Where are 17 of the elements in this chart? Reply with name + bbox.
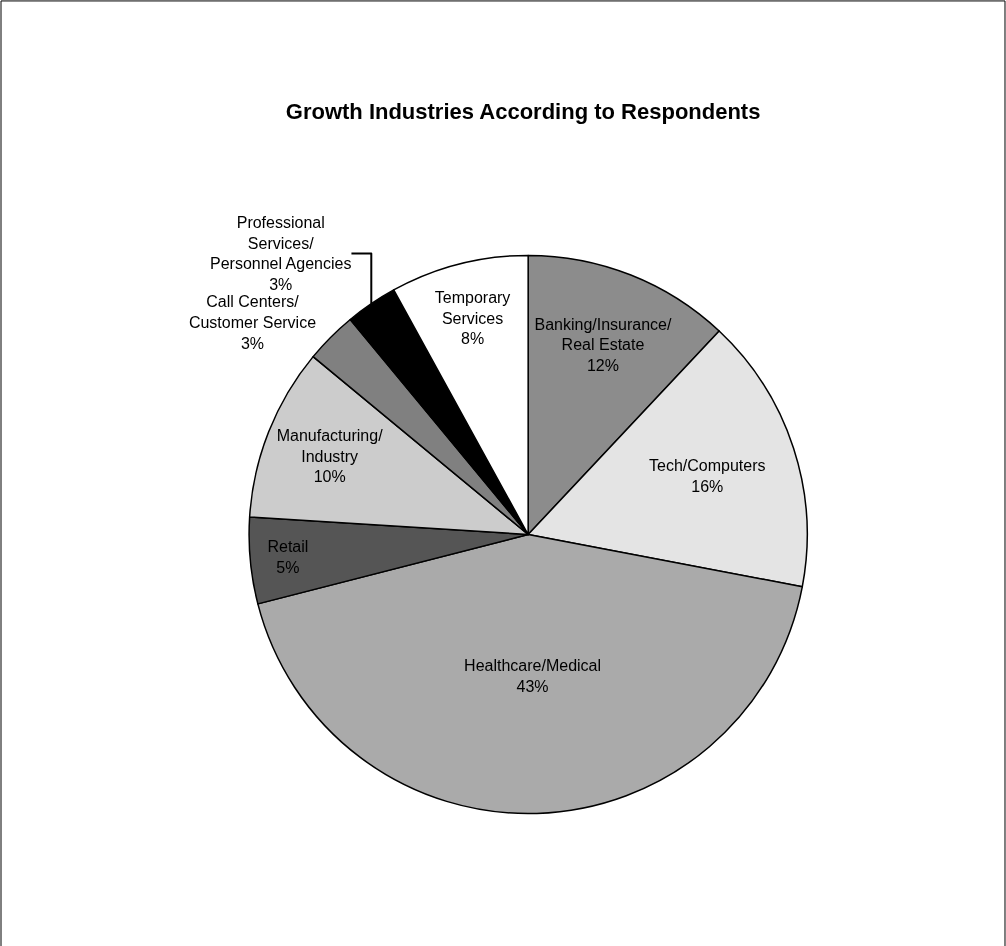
slice-label: Manufacturing/ Industry <box>276 426 384 465</box>
slice-label: Temporary Services <box>434 288 511 327</box>
data-label: 10% <box>313 468 346 486</box>
data-label: 3% <box>240 334 265 352</box>
data-label: 12% <box>586 357 619 375</box>
slice-label: Call Centers/ Customer Service <box>188 293 317 332</box>
slice-label: Healthcare/Medical <box>464 656 602 674</box>
data-label: 8% <box>461 330 485 348</box>
slice-label: Professional Services/ Personnel Agencies <box>210 213 352 273</box>
data-label: 5% <box>276 559 300 577</box>
slice-label: Tech/Computers <box>649 457 766 475</box>
data-label: 43% <box>516 677 549 695</box>
data-label: 16% <box>691 478 724 496</box>
chart-title: Growth Industries According to Respondents <box>285 99 761 125</box>
slice-label: Banking/Insurance/ Real Estate <box>534 315 673 354</box>
slice-label: Retail <box>267 538 309 556</box>
data-label: 3% <box>269 276 293 294</box>
